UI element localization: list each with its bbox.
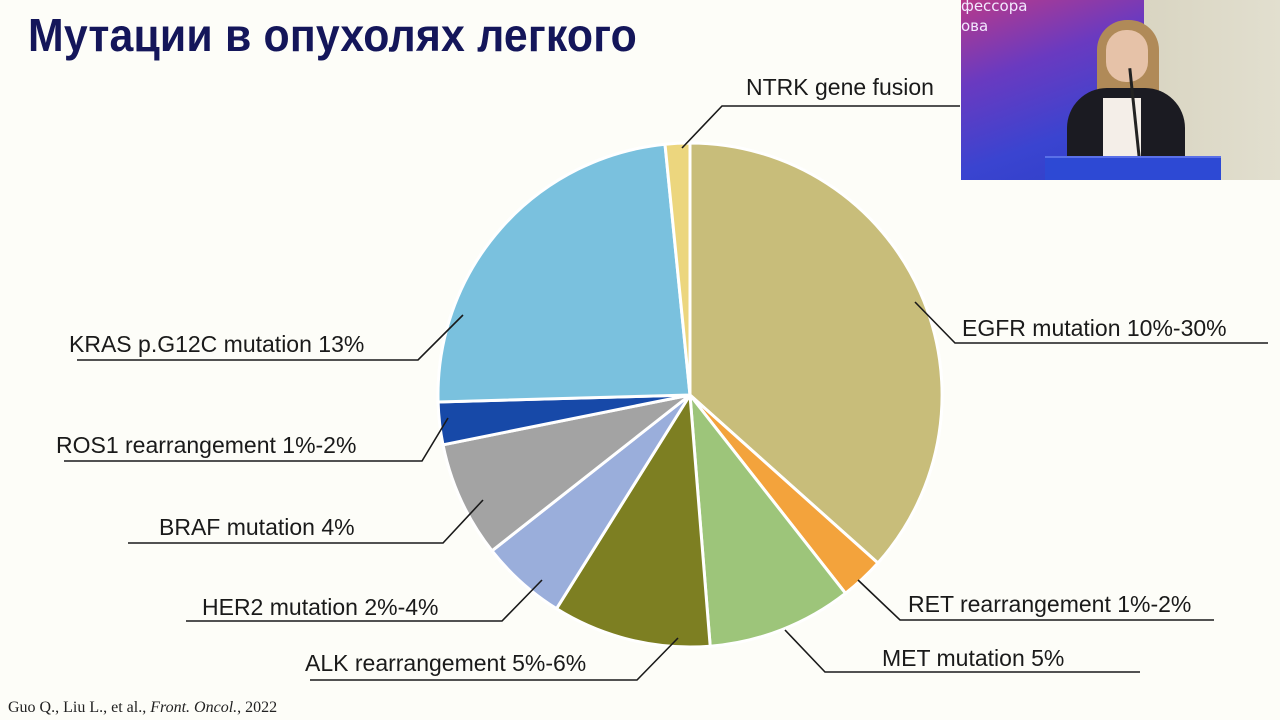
label-alk: ALK rearrangement 5%-6% — [305, 650, 587, 676]
leader-alk — [310, 637, 679, 681]
leader-egfr — [914, 301, 1268, 344]
label-her2: HER2 mutation 2%-4% — [202, 594, 439, 620]
citation: Guo Q., Liu L., et al., Front. Oncol., 2… — [8, 699, 277, 717]
pie-slice — [436, 142, 692, 404]
slide-title: Мутации в опухолях легкого — [28, 9, 637, 61]
label-met: MET mutation 5% — [882, 645, 1065, 671]
speaker-video-overlay: фессора ова — [961, 0, 1280, 180]
leader-kras — [77, 314, 464, 361]
citation-authors: Guo Q., Liu L., et al., — [8, 699, 151, 716]
label-ret: RET rearrangement 1%-2% — [908, 591, 1192, 617]
pie-slice — [441, 393, 691, 553]
leader-lines — [64, 105, 1268, 681]
citation-journal: Front. Oncol. — [150, 699, 238, 716]
podium — [1045, 156, 1221, 180]
pie-slices — [436, 141, 944, 649]
citation-year: , 2022 — [237, 699, 278, 716]
speaker-face — [1106, 30, 1148, 82]
pie-slice — [554, 390, 712, 649]
leader-ntrk — [681, 105, 960, 149]
pie-slice — [663, 141, 692, 396]
label-braf: BRAF mutation 4% — [159, 514, 355, 540]
backdrop-text-line1: фессора — [961, 0, 1028, 15]
backdrop-text-line2: ова — [961, 17, 989, 35]
label-ntrk: NTRK gene fusion — [746, 74, 934, 100]
leader-ros1 — [64, 417, 449, 462]
leader-ret — [857, 579, 1214, 621]
label-ros1: ROS1 rearrangement 1%-2% — [56, 432, 357, 458]
pie-slice — [688, 390, 848, 648]
label-egfr: EGFR mutation 10%-30% — [962, 315, 1227, 341]
label-kras: KRAS p.G12C mutation 13% — [69, 331, 365, 357]
leader-her2 — [186, 579, 543, 622]
leader-braf — [128, 499, 484, 544]
leader-met — [784, 629, 1140, 673]
pie-slice — [688, 141, 944, 566]
